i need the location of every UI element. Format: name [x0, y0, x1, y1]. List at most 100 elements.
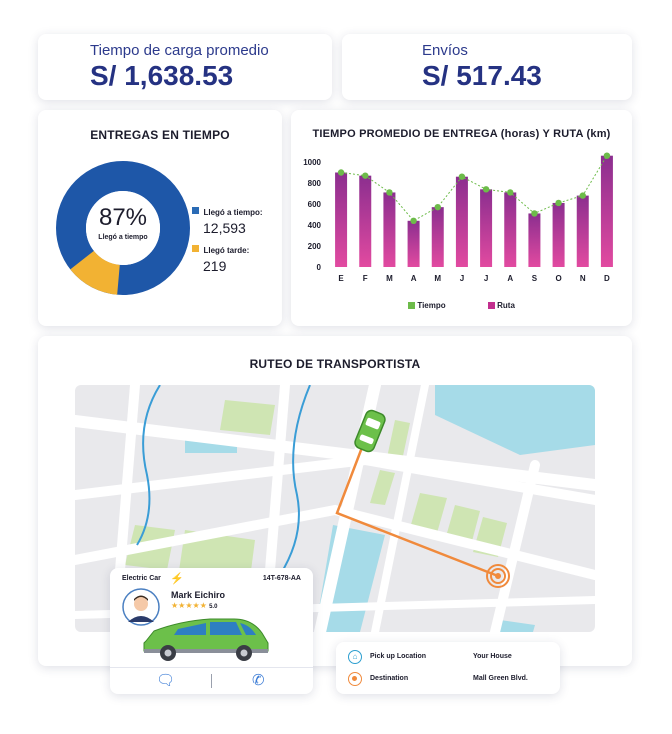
legend-tiempo-label: Tiempo: [417, 301, 446, 310]
x-tick-label: M: [434, 274, 441, 283]
donut-card: ENTREGAS EN TIEMPO 87% Llegó a tiempo Ll…: [38, 110, 282, 326]
legend-ruta-label: Ruta: [497, 301, 515, 310]
vehicle-type: Electric Car: [122, 575, 161, 582]
y-tick-label: 800: [308, 179, 322, 188]
electric-bolt-icon: ⚡: [170, 573, 184, 585]
x-tick-label: E: [338, 274, 344, 283]
x-tick-label: M: [386, 274, 393, 283]
x-tick-label: N: [580, 274, 586, 283]
driver-avatar[interactable]: [122, 588, 160, 626]
driver-card: Electric Car ⚡ 14T-678-AA Mark Eichiro ★…: [110, 568, 313, 694]
legend-on-time-value: 12,593: [203, 220, 246, 236]
legend-on-time-label: Llegó a tiempo:: [203, 208, 263, 217]
pickup-icon: ⌂: [348, 650, 362, 664]
legend-late-swatch: [192, 245, 199, 253]
vehicle-plate: 14T-678-AA: [262, 575, 301, 582]
legend-late-value: 219: [203, 258, 227, 274]
line-tiempo: [341, 155, 608, 222]
legend-on-time: Llegó a tiempo: 12,593: [192, 202, 263, 236]
park-area: [410, 493, 447, 533]
bar-chart: 0 200 400 600 800 1000 E F M A M J J A S O N D: [303, 152, 613, 283]
point-tiempo: [555, 199, 562, 207]
x-tick-label: S: [532, 274, 538, 283]
rating-value: 5.0: [209, 604, 218, 610]
point-tiempo: [362, 172, 369, 179]
y-tick-label: 600: [308, 200, 322, 209]
park-area: [370, 470, 395, 505]
bar-chart-card: TIEMPO PROMEDIO DE ENTREGA (horas) Y RUT…: [291, 110, 632, 326]
x-tick-label: J: [484, 274, 488, 283]
donut-title: ENTREGAS EN TIEMPO: [90, 128, 230, 142]
point-tiempo: [603, 152, 611, 159]
bar-ruta: [335, 172, 348, 267]
legend-ruta-swatch: [487, 302, 495, 310]
legend-on-time-swatch: [192, 207, 199, 215]
car-top-icon: [354, 409, 386, 453]
map-title: RUTEO DE TRANSPORTISTA: [249, 357, 421, 371]
kpi-label: Envíos: [422, 42, 468, 59]
destination-icon: [348, 672, 362, 686]
donut-center-value: 87%: [98, 204, 148, 231]
rating-stars: ★★★★★: [171, 601, 207, 610]
electric-car-image: [143, 618, 269, 661]
driver-rating: ★★★★★ 5.0: [171, 601, 217, 610]
bar-ruta: [552, 202, 565, 267]
bar-ruta: [431, 207, 444, 267]
chart-title: TIEMPO PROMEDIO DE ENTREGA (horas) Y RUT…: [312, 128, 611, 140]
driver-card-divider: [110, 667, 313, 668]
route-path: [335, 436, 499, 578]
y-tick-label: 1000: [303, 158, 321, 167]
donut-track: [56, 161, 190, 295]
destination-label: Destination: [370, 675, 409, 682]
point-tiempo: [337, 169, 345, 176]
bar-ruta: [455, 176, 468, 267]
point-tiempo: [386, 189, 393, 196]
point-tiempo: [458, 173, 466, 180]
actions-separator: [211, 674, 212, 688]
chat-icon[interactable]: 🗨: [156, 672, 176, 689]
destination-value: Mall Green Blvd.: [473, 675, 528, 682]
kpi-label: Tiempo de carga promedio: [90, 42, 269, 59]
park-area: [220, 400, 275, 435]
legend-tiempo-swatch: [408, 302, 416, 310]
x-tick-label: J: [460, 274, 464, 283]
point-tiempo: [482, 186, 490, 193]
destination-marker-mid: [490, 568, 506, 584]
destination-marker-outer: [486, 564, 510, 588]
bar-ruta: [528, 213, 541, 267]
kpi-value: S/ 1,638.53: [90, 60, 234, 91]
x-tick-label: O: [555, 274, 561, 283]
x-tick-label: F: [363, 274, 368, 283]
point-tiempo: [434, 203, 441, 211]
donut-slice-late: [56, 161, 190, 295]
legend-late: Llegó tarde: 219: [192, 240, 249, 274]
donut-chart: [56, 161, 190, 295]
route-info-card: ⌂ Pick up Location Your House Destinatio…: [336, 642, 560, 694]
phone-icon[interactable]: ✆: [252, 672, 265, 689]
x-tick-label: A: [411, 274, 417, 283]
kpi-card-charge-time: Tiempo de carga promedio S/ 1,638.53: [38, 34, 332, 100]
bar-ruta: [480, 189, 493, 267]
point-tiempo: [507, 189, 514, 196]
water-area: [499, 620, 535, 632]
driver-name: Mark Eichiro: [171, 590, 226, 600]
chart-legend: Tiempo Ruta: [291, 301, 632, 310]
pickup-label: Pick up Location: [370, 653, 427, 660]
legend-late-label: Llegó tarde:: [203, 246, 250, 255]
donut-center-label: Llegó a tiempo: [98, 234, 148, 241]
water-area: [435, 385, 595, 455]
point-tiempo: [531, 210, 538, 217]
kpi-card-shipments: Envíos S/ 517.43: [342, 34, 632, 100]
pickup-value: Your House: [473, 653, 512, 660]
y-tick-label: 200: [308, 242, 322, 251]
bar-ruta: [383, 192, 396, 267]
bar-ruta: [359, 175, 372, 267]
river-line: [136, 385, 161, 546]
destination-marker-core: [495, 573, 501, 579]
donut-hole: [86, 191, 160, 265]
point-tiempo: [579, 192, 586, 199]
point-tiempo: [410, 217, 417, 224]
x-tick-label: D: [604, 274, 610, 283]
x-tick-label: A: [507, 274, 513, 283]
kpi-value: S/ 517.43: [422, 60, 542, 91]
